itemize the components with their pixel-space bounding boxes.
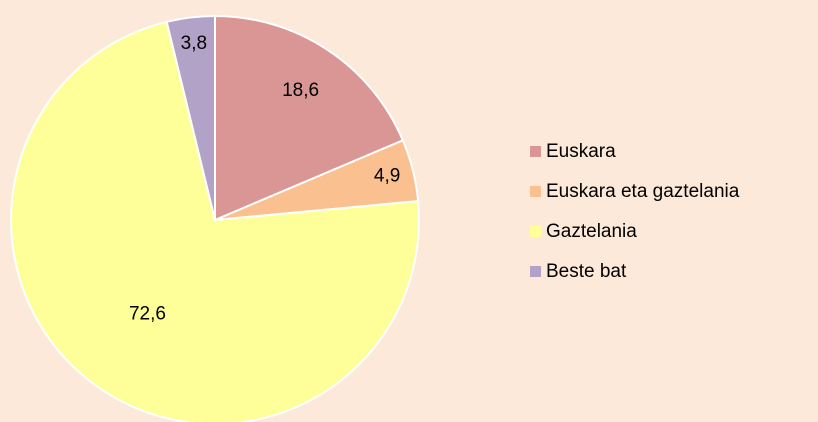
data-label: 18,6 xyxy=(282,80,319,101)
legend-label: Gaztelania xyxy=(546,221,637,242)
legend-label: Euskara xyxy=(546,141,616,162)
data-label: 72,6 xyxy=(129,304,166,325)
legend-label: Beste bat xyxy=(546,261,627,282)
legend-swatch xyxy=(530,186,541,197)
legend-swatch xyxy=(530,226,541,237)
legend-swatch xyxy=(530,146,541,157)
data-label: 4,9 xyxy=(374,166,400,187)
legend-label: Euskara eta gaztelania xyxy=(546,181,740,202)
pie-slice xyxy=(165,14,216,221)
data-label: 3,8 xyxy=(181,33,207,54)
legend-swatch xyxy=(530,266,541,277)
pie-slice xyxy=(214,14,405,222)
pie-slice xyxy=(10,20,420,422)
